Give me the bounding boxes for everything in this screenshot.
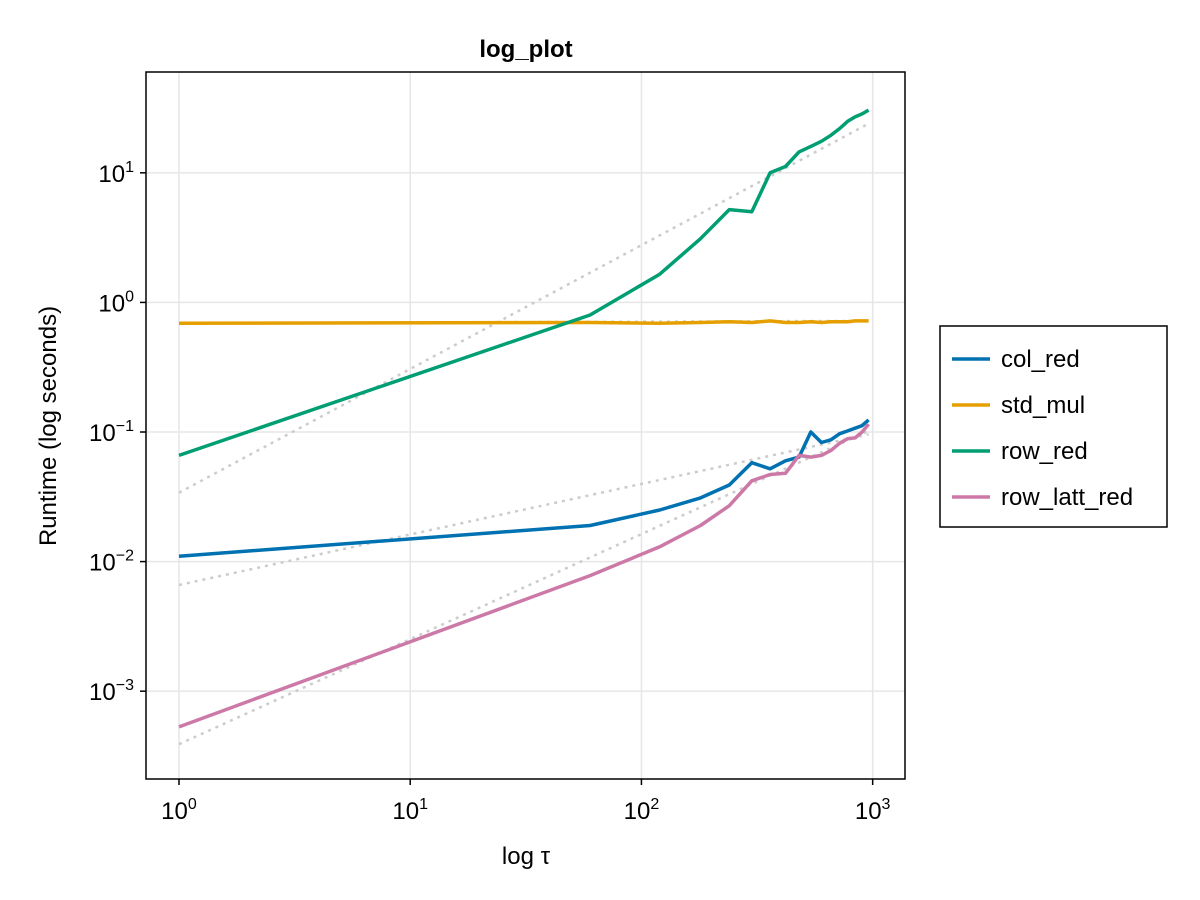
- y-tick-exponent: −1: [116, 418, 134, 435]
- y-tick-base: 10: [98, 161, 125, 188]
- y-tick-exponent: 1: [125, 159, 134, 176]
- x-tick-label: 103: [855, 796, 891, 825]
- legend-items: col_red std_mul row_red row_latt_red: [952, 346, 1133, 511]
- chart-title: log_plot: [479, 36, 572, 63]
- fit-line: [178, 429, 870, 746]
- y-tick-label: 10−1: [89, 418, 134, 447]
- y-tick-label: 10−3: [89, 677, 134, 706]
- x-tick-base: 10: [624, 798, 651, 825]
- x-tick-exponent: 3: [882, 796, 891, 813]
- y-gridlines: [146, 172, 905, 692]
- x-tick-base: 10: [392, 798, 419, 825]
- legend-label-row_latt_red: row_latt_red: [1001, 484, 1133, 511]
- x-tick-exponent: 2: [650, 796, 659, 813]
- fit-line: [178, 122, 870, 494]
- legend-label-std_mul: std_mul: [1001, 392, 1085, 419]
- series-line-std_mul: [178, 319, 869, 326]
- y-tick-base: 10: [89, 679, 116, 706]
- y-tick-base: 10: [98, 290, 125, 317]
- series-line-row_red: [178, 108, 870, 458]
- y-tick-base: 10: [89, 420, 116, 447]
- y-axis-label: Runtime (log seconds): [35, 306, 62, 546]
- x-axis-label: log τ: [502, 843, 551, 870]
- x-tick-exponent: 1: [419, 796, 428, 813]
- legend: col_red std_mul row_red row_latt_red: [939, 325, 1168, 528]
- legend-label-col_red: col_red: [1001, 346, 1080, 373]
- y-tick-exponent: −2: [116, 548, 134, 565]
- x-tick-label: 102: [624, 796, 660, 825]
- x-axis-ticks: 100 101 102 103: [161, 779, 891, 825]
- data-series: [178, 108, 870, 729]
- y-tick-label: 101: [98, 159, 134, 188]
- y-tick-label: 10−2: [89, 548, 134, 577]
- x-tick-base: 10: [161, 798, 188, 825]
- plot-frame: [145, 71, 906, 780]
- y-tick-label: 100: [98, 288, 134, 317]
- x-tick-exponent: 0: [188, 796, 197, 813]
- x-gridlines: [178, 72, 874, 779]
- y-tick-exponent: −3: [116, 677, 134, 694]
- series-line-row_latt_red: [178, 422, 870, 729]
- fit-line: [178, 433, 869, 587]
- y-tick-base: 10: [89, 550, 116, 577]
- legend-label-row_red: row_red: [1001, 438, 1088, 465]
- x-tick-label: 101: [392, 796, 428, 825]
- y-tick-exponent: 0: [125, 288, 134, 305]
- x-tick-label: 100: [161, 796, 197, 825]
- x-tick-base: 10: [855, 798, 882, 825]
